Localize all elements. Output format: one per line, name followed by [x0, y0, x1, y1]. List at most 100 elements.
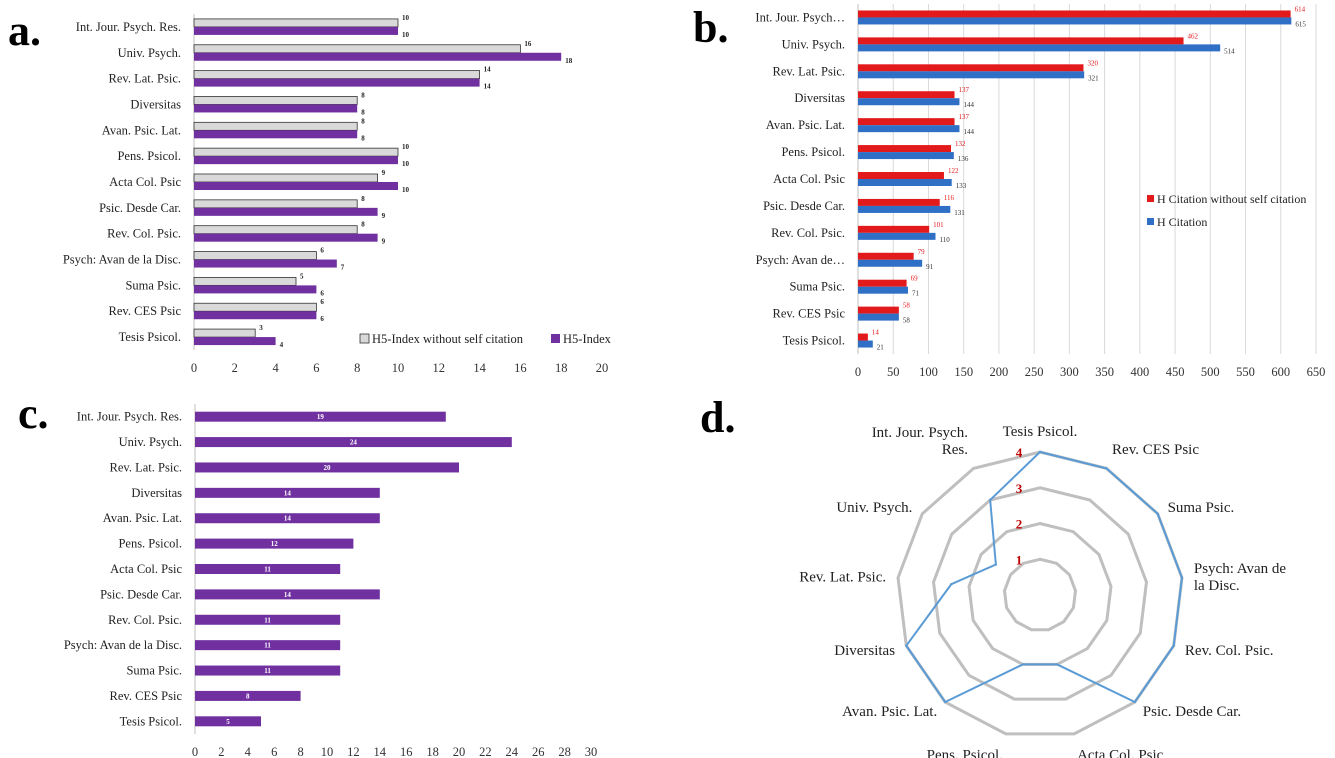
chart-a-data-label: 7	[341, 264, 345, 272]
chart-d-grid-ring	[896, 450, 1184, 736]
chart-b-category-label: Avan. Psic. Lat.	[766, 118, 845, 132]
chart-a-data-label: 10	[402, 143, 410, 151]
chart-a-bar	[194, 26, 398, 35]
chart-c-category-label: Psych: Avan de la Disc.	[64, 638, 182, 652]
chart-a-bar	[194, 233, 378, 242]
chart-b-data-label: 321	[1088, 74, 1099, 82]
chart-a-x-tick-label: 16	[514, 361, 527, 375]
chart-a-bar	[194, 285, 317, 294]
chart-d-series-point	[943, 700, 947, 704]
chart-b-bar	[858, 125, 960, 133]
chart-a-bar	[193, 251, 317, 260]
chart-a-bar	[193, 147, 399, 157]
chart-b-x-tick-label: 0	[855, 365, 861, 379]
chart-a-bar	[193, 44, 521, 54]
chart-b-category-label: Pens. Psicol.	[781, 145, 845, 159]
chart-a-data-label: 6	[320, 298, 324, 306]
chart-a-bar	[194, 337, 276, 346]
chart-a-x-tick-label: 20	[596, 361, 609, 375]
chart-c-x-tick-label: 6	[271, 745, 277, 758]
chart-a-data-label: 9	[382, 238, 386, 246]
chart-b-category-label: Univ. Psych.	[782, 37, 845, 51]
chart-d-ring-label: 3	[1016, 481, 1023, 496]
chart-c-x-tick-label: 12	[347, 745, 360, 758]
chart-a-category-label: Diversitas	[130, 97, 181, 111]
chart-c-x-tick-label: 16	[400, 745, 413, 758]
chart-c-x-tick-label: 20	[453, 745, 466, 758]
chart-c-x-tick-label: 28	[558, 745, 571, 758]
chart-b-bar	[858, 64, 1084, 72]
chart-a-category-label: Univ. Psych.	[118, 46, 181, 60]
chart-a-bar	[194, 311, 317, 320]
chart-a-x-tick-label: 12	[433, 361, 446, 375]
chart-a-category-label: Psic. Desde Car.	[99, 201, 181, 215]
chart-c-x-tick-label: 4	[245, 745, 252, 758]
chart-a-data-label: 5	[300, 272, 304, 280]
chart-a-bar	[193, 70, 481, 80]
chart-a-data-label: 4	[280, 341, 284, 349]
chart-b-bar	[858, 152, 954, 160]
chart-b-data-label: 136	[958, 155, 969, 163]
chart-b-x-tick-label: 600	[1271, 365, 1290, 379]
chart-b-x-tick-label: 650	[1307, 365, 1326, 379]
chart-a-category-label: Avan. Psic. Lat.	[102, 123, 181, 137]
chart-a-bar	[194, 259, 337, 268]
chart-b-x-tick-label: 500	[1201, 365, 1220, 379]
chart-c-bar	[195, 640, 341, 651]
chart-a-data-label: 14	[484, 66, 492, 74]
chart-a-x-tick-label: 2	[232, 361, 238, 375]
chart-a-x-tick-label: 10	[392, 361, 405, 375]
chart-a-bar	[194, 78, 480, 87]
chart-c-bar	[195, 716, 261, 727]
chart-b-x-tick-label: 450	[1166, 365, 1185, 379]
chart-d-series-point	[1172, 644, 1175, 647]
chart-b-category-label: Rev. Lat. Psic.	[773, 64, 845, 78]
chart-b-bar	[858, 44, 1221, 52]
chart-d-series-point	[905, 644, 908, 647]
chart-d-series-point	[1055, 663, 1059, 666]
chart-a-data-label: 6	[320, 315, 324, 323]
chart-a-bar	[194, 52, 562, 61]
panel-a-letter: a.	[8, 6, 41, 55]
chart-b-data-label: 69	[911, 275, 919, 283]
chart-d: 1 2 3 4 Tesis Psicol. Rev. CES Psic Suma Psic.…	[799, 424, 1286, 758]
chart-b-data-label: 116	[944, 194, 955, 202]
chart-d-ring-label: 4	[1016, 445, 1023, 460]
chart-c-bar	[195, 564, 341, 574]
chart-c-data-label: 14	[284, 489, 292, 497]
chart-d-axis-label: Rev. Col. Psic.	[1185, 643, 1274, 659]
chart-a-data-label: 8	[361, 221, 365, 229]
chart-b-category-label: Diversitas	[794, 91, 845, 105]
chart-a-category-label: Int. Jour. Psych. Res.	[76, 20, 181, 34]
chart-a-data-label: 3	[259, 324, 263, 332]
chart-d-series-point	[1038, 450, 1042, 454]
chart-c-bar	[195, 487, 380, 498]
chart-c-category-label: Psic. Desde Car.	[100, 587, 182, 601]
chart-d-series-point	[1133, 700, 1137, 704]
chart-d-grid-ring	[1002, 557, 1078, 632]
chart-b-category-label: Rev. Col. Psic.	[771, 226, 845, 240]
chart-b-bar	[858, 259, 923, 267]
chart-c-bar	[195, 462, 459, 473]
chart-c-bar	[195, 665, 341, 676]
chart-a-bar	[193, 276, 297, 286]
chart-b-bar	[858, 333, 868, 341]
chart-c-x-tick-label: 0	[192, 745, 198, 758]
chart-d-series-line	[905, 450, 1183, 704]
chart-d-series-point	[1021, 663, 1025, 666]
chart-d-ring-label: 1	[1016, 552, 1023, 567]
chart-a-x-tick-label: 4	[272, 361, 279, 375]
chart-d-grid-ring	[967, 521, 1113, 666]
chart-b-category-label: Int. Jour. Psych…	[755, 10, 845, 24]
chart-a-data-label: 10	[402, 14, 410, 22]
chart-b-bar	[858, 205, 951, 213]
chart-a-data-label: 18	[565, 57, 573, 65]
chart-c-x-tick-label: 18	[426, 745, 439, 758]
chart-b-bar	[858, 313, 899, 321]
chart-c-category-label: Acta Col. Psic	[110, 562, 182, 576]
chart-d-series-point	[988, 498, 992, 502]
chart-a-data-label: 6	[320, 289, 324, 297]
chart-b-bar	[858, 279, 907, 287]
panel-c-letter: c.	[18, 389, 49, 438]
